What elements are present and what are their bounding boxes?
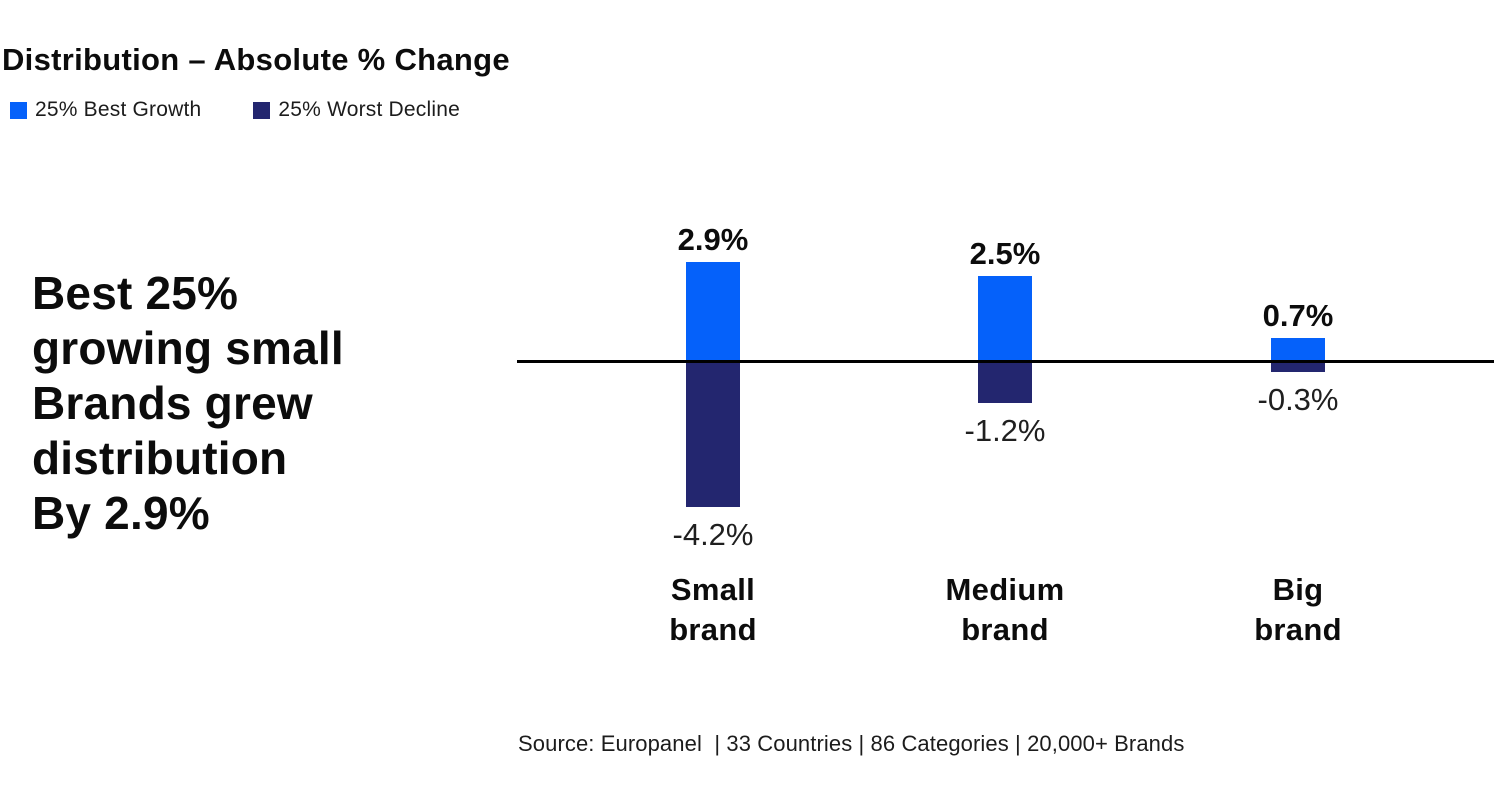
category-label: Medium brand	[945, 572, 1065, 647]
source-note: Source: Europanel | 33 Countries | 86 Ca…	[518, 731, 1185, 756]
value-label-negative: -1.2%	[964, 412, 1046, 448]
value-label-negative: -4.2%	[672, 516, 754, 552]
legend: 25% Best Growth 25% Worst Decline	[10, 98, 460, 122]
value-label-negative: -0.3%	[1257, 381, 1339, 417]
legend-item-worst-decline: 25% Worst Decline	[253, 98, 460, 122]
zero-axis-line	[517, 360, 1494, 363]
category-label: Small brand	[669, 572, 757, 647]
legend-swatch-best-growth-icon	[10, 101, 27, 119]
value-label-positive: 2.9%	[677, 221, 749, 257]
legend-item-best-growth: 25% Best Growth	[10, 98, 201, 122]
value-label-positive: 2.5%	[969, 235, 1041, 271]
bar-worst-decline	[686, 361, 740, 507]
bar-best-growth	[1271, 337, 1325, 362]
bar-best-growth	[978, 275, 1032, 362]
page-title: Distribution – Absolute % Change	[2, 42, 510, 77]
value-label-positive: 0.7%	[1262, 297, 1334, 333]
key-message: Best 25% growing small Brands grew distr…	[32, 267, 344, 539]
legend-label-best-growth: 25% Best Growth	[35, 98, 202, 121]
legend-label-worst-decline: 25% Worst Decline	[278, 98, 460, 121]
bar-worst-decline	[978, 361, 1032, 403]
category-label: Big brand	[1254, 572, 1342, 647]
bar-worst-decline	[1271, 361, 1325, 372]
legend-swatch-worst-decline-icon	[253, 101, 271, 119]
bar-best-growth	[686, 261, 740, 362]
